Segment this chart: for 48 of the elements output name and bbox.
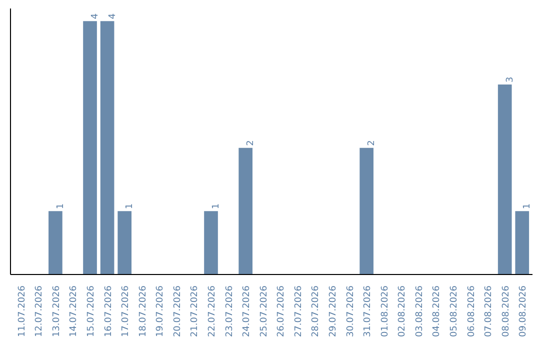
bar [360,148,374,274]
x-tick-label: 03.08.2026 [414,285,425,338]
x-tick-label: 24.07.2026 [242,285,252,338]
x-tick-label: 16.07.2026 [104,285,114,338]
x-tick-label: 27.07.2026 [294,285,304,338]
data-label: 3 [505,76,516,82]
bar [238,148,252,274]
bar [83,21,97,274]
x-tick-label: 13.07.2026 [52,285,62,338]
x-tick-label: 20.07.2026 [172,285,183,338]
x-tick-label: 26.07.2026 [276,285,287,338]
x-tick-label: 29.07.2026 [328,285,338,338]
data-label: 2 [246,140,256,146]
x-tick-label: 09.08.2026 [518,285,529,338]
x-tick-label: 05.08.2026 [449,285,460,338]
x-tick-label: 23.07.2026 [224,285,235,338]
x-tick-label: 11.07.2026 [17,285,28,338]
x-tick-label: 22.07.2026 [208,285,218,338]
data-label: 1 [125,203,136,210]
data-label: 4 [90,13,101,20]
bar [118,211,132,274]
data-label: 1 [212,203,222,210]
data-label: 1 [56,203,66,210]
x-tick-label: 06.08.2026 [466,285,477,338]
data-label: 1 [522,203,533,210]
bar [204,211,218,274]
data-label: 4 [108,13,118,20]
bar [48,211,62,274]
x-tick-label: 12.07.2026 [34,285,45,338]
x-tick-label: 28.07.2026 [311,285,322,338]
x-tick-label: 14.07.2026 [69,285,80,338]
bar [100,21,114,274]
x-tick-label: 31.07.2026 [363,285,374,338]
x-tick-label: 21.07.2026 [190,285,200,338]
x-tick-label: 25.07.2026 [259,285,270,338]
bar [498,84,512,274]
x-tick-label: 17.07.2026 [121,285,132,338]
x-tick-label: 07.08.2026 [484,285,494,338]
x-tick-label: 04.08.2026 [432,285,442,338]
x-tick-label: 02.08.2026 [398,285,408,338]
data-label: 2 [367,140,378,146]
x-tick-label: 18.07.2026 [138,285,148,338]
x-tick-label: 30.07.2026 [346,285,356,338]
x-tick-label: 01.08.2026 [380,285,390,338]
x-tick-label: 19.07.2026 [156,285,166,338]
x-tick-label: 08.08.2026 [501,285,512,338]
x-tick-label: 15.07.2026 [86,285,97,338]
bar [515,211,530,274]
